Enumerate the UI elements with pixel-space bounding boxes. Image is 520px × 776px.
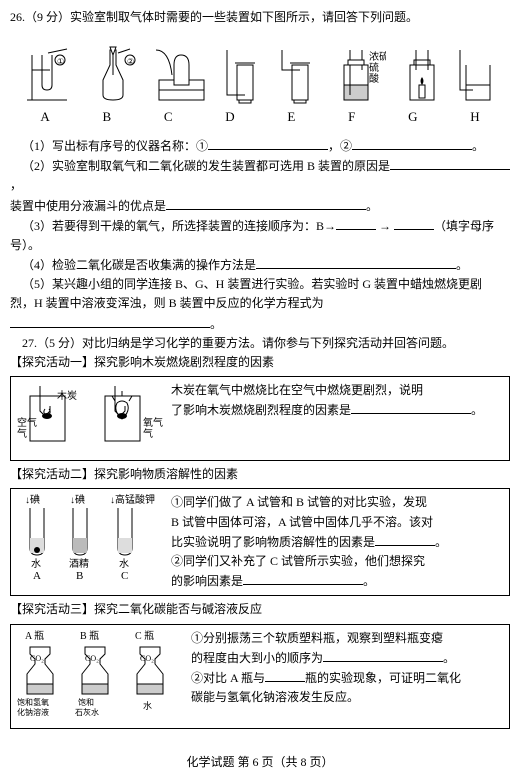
apparatus-d-icon bbox=[225, 45, 265, 105]
label-f: F bbox=[348, 107, 355, 128]
act2-t5: 的影响因素是。 bbox=[171, 571, 505, 591]
apparatus-c-icon bbox=[154, 45, 209, 105]
label-b: B bbox=[102, 107, 111, 128]
act1-text-a: 木炭在氧气中燃烧比在空气中燃烧更剧烈，说明 bbox=[171, 381, 505, 400]
svg-text:↓高锰酸钾: ↓高锰酸钾 bbox=[110, 493, 155, 506]
svg-text:B 瓶: B 瓶 bbox=[80, 629, 99, 642]
svg-text:气: 气 bbox=[17, 427, 27, 440]
svg-text:水: 水 bbox=[119, 558, 129, 570]
q26-sub1: （1）写出标有序号的仪器名称：①，②。 bbox=[10, 136, 510, 156]
act3-diagram-icon: A 瓶 CO₂ 饱和氢氧 化钠溶液 B 瓶 CO₂ 饱和 石灰水 C 瓶 CO₂ bbox=[15, 629, 185, 724]
act2-t2: B 试管中固体可溶，A 试管中固体几乎不溶。该对 bbox=[171, 513, 505, 532]
svg-text:C: C bbox=[121, 570, 128, 582]
act3-box: A 瓶 CO₂ 饱和氢氧 化钠溶液 B 瓶 CO₂ 饱和 石灰水 C 瓶 CO₂ bbox=[10, 624, 510, 729]
act1-box: 空气 气 木炭 氧气 气 木炭在氧气中燃烧比在空气中燃烧更剧烈，说明 了影响木炭… bbox=[10, 376, 510, 461]
label-c: C bbox=[164, 107, 173, 128]
act2-t3: 比实验说明了影响物质溶解性的因素是。 bbox=[171, 532, 505, 552]
svg-text:↓碘: ↓碘 bbox=[70, 493, 85, 506]
act1-diagram-icon: 空气 气 木炭 氧气 气 bbox=[15, 381, 165, 456]
svg-text:氧气: 氧气 bbox=[143, 416, 163, 429]
svg-text:C 瓶: C 瓶 bbox=[135, 629, 154, 642]
label-g: G bbox=[408, 107, 417, 128]
svg-text:②: ② bbox=[127, 57, 134, 66]
q26-sub2b: 装置中使用分液漏斗的优点是。 bbox=[10, 196, 510, 216]
svg-text:水: 水 bbox=[143, 700, 152, 711]
svg-text:CO₂: CO₂ bbox=[85, 654, 99, 663]
act2-diagram-icon: ↓碘 ↓碘 ↓高锰酸钾 水 A 酒精 B 水 C bbox=[15, 493, 165, 583]
q26-sub4: （4）检验二氧化碳是否收集满的操作方法是。 bbox=[10, 255, 510, 275]
act3-t1: ①分别振荡三个软质塑料瓶，观察到塑料瓶变瘪 bbox=[191, 629, 505, 648]
svg-text:气: 气 bbox=[143, 427, 153, 440]
svg-text:浓硫酸: 浓硫酸 bbox=[369, 50, 386, 63]
svg-text:化钠溶液: 化钠溶液 bbox=[17, 707, 49, 717]
label-d: D bbox=[225, 107, 234, 128]
apparatus-b-icon: ② bbox=[88, 45, 138, 105]
q26-sub5b: 烈，H 装置中溶液变浑浊，则 B 装置中反应的化学方程式为。 bbox=[10, 294, 510, 333]
apparatus-labels-row: A B C D E F G H bbox=[14, 107, 506, 128]
svg-text:CO₂: CO₂ bbox=[140, 654, 154, 663]
act2-t1: ①同学们做了 A 试管和 B 试管的对比实验，发现 bbox=[171, 493, 505, 512]
blank-act3a[interactable] bbox=[323, 648, 443, 662]
svg-text:酒精: 酒精 bbox=[69, 557, 89, 570]
q26-header: 26.（9 分）实验室制取气体时需要的一些装置如下图所示，请回答下列问题。 bbox=[10, 8, 510, 27]
apparatus-g-icon bbox=[402, 45, 442, 105]
label-e: E bbox=[287, 107, 295, 128]
svg-text:木炭: 木炭 bbox=[57, 390, 77, 402]
apparatus-f-icon: 浓硫酸 硫 酸 bbox=[336, 45, 386, 105]
act1-text-b: 了影响木炭燃烧剧烈程度的因素是。 bbox=[171, 400, 505, 420]
svg-text:饱和: 饱和 bbox=[78, 697, 94, 707]
act2-title: 【探究活动二】探究影响物质溶解性的因素 bbox=[10, 465, 510, 484]
act3-t4: 碳能与氢氧化钠溶液发生反应。 bbox=[191, 688, 505, 707]
blank-4[interactable] bbox=[256, 255, 456, 269]
svg-text:石灰水: 石灰水 bbox=[75, 707, 99, 717]
apparatus-h-icon bbox=[458, 45, 498, 105]
blank-act1[interactable] bbox=[351, 400, 471, 414]
svg-text:水: 水 bbox=[31, 558, 41, 570]
svg-text:空气: 空气 bbox=[17, 416, 37, 429]
svg-text:↓碘: ↓碘 bbox=[25, 493, 40, 506]
q26-sub5a: （5）某兴趣小组的同学连接 B、G、H 装置进行实验。若实验时 G 装置中蜡烛燃… bbox=[10, 275, 510, 294]
blank-5[interactable] bbox=[10, 314, 210, 328]
q26-sub3: （3）若要得到干燥的氧气，所选择装置的连接顺序为：B→ → （填字母序号）。 bbox=[10, 216, 510, 255]
act3-title: 【探究活动三】探究二氧化碳能否与碱溶液反应 bbox=[10, 600, 510, 619]
act1-title: 【探究活动一】探究影响木炭燃烧剧烈程度的因素 bbox=[10, 353, 510, 372]
svg-text:B: B bbox=[76, 570, 83, 582]
blank-2b[interactable] bbox=[166, 196, 366, 210]
apparatus-e-icon bbox=[280, 45, 320, 105]
q27-header: 27.（5 分）对比归纳是学习化学的重要方法。请你参与下列探究活动并回答问题。 bbox=[10, 334, 510, 353]
label-h: H bbox=[470, 107, 479, 128]
blank-2a[interactable] bbox=[390, 156, 510, 170]
svg-text:CO₂: CO₂ bbox=[30, 654, 44, 663]
act2-box: ↓碘 ↓碘 ↓高锰酸钾 水 A 酒精 B 水 C ①同学们做了 A 试管和 B … bbox=[10, 488, 510, 596]
svg-text:饱和氢氧: 饱和氢氧 bbox=[17, 697, 49, 707]
blank-act3b[interactable] bbox=[265, 668, 305, 682]
blank-1a[interactable] bbox=[208, 136, 328, 150]
blank-act2b[interactable] bbox=[243, 571, 363, 585]
blank-3b[interactable] bbox=[394, 216, 434, 230]
svg-text:①: ① bbox=[57, 57, 64, 66]
page-footer: 化学试题 第 6 页（共 8 页） bbox=[0, 753, 520, 772]
label-a: A bbox=[40, 107, 49, 128]
act2-t4: ②同学们又补充了 C 试管所示实验，他们想探究 bbox=[171, 552, 505, 571]
svg-text:硫: 硫 bbox=[369, 61, 379, 74]
blank-1b[interactable] bbox=[352, 136, 472, 150]
apparatus-a-icon: ① bbox=[22, 45, 72, 105]
svg-text:酸: 酸 bbox=[369, 72, 379, 85]
blank-act2a[interactable] bbox=[375, 532, 435, 546]
act3-t2: 的程度由大到小的顺序为。 bbox=[191, 648, 505, 668]
apparatus-diagram: ① ② bbox=[10, 31, 510, 132]
svg-text:A: A bbox=[33, 570, 41, 582]
q26-sub2a: （2）实验室制取氧气和二氧化碳的发生装置都可选用 B 装置的原因是， bbox=[10, 156, 510, 195]
blank-3a[interactable] bbox=[336, 216, 376, 230]
svg-text:A 瓶: A 瓶 bbox=[25, 629, 44, 642]
act3-t3: ②对比 A 瓶与瓶的实验现象，可证明二氧化 bbox=[191, 668, 505, 688]
